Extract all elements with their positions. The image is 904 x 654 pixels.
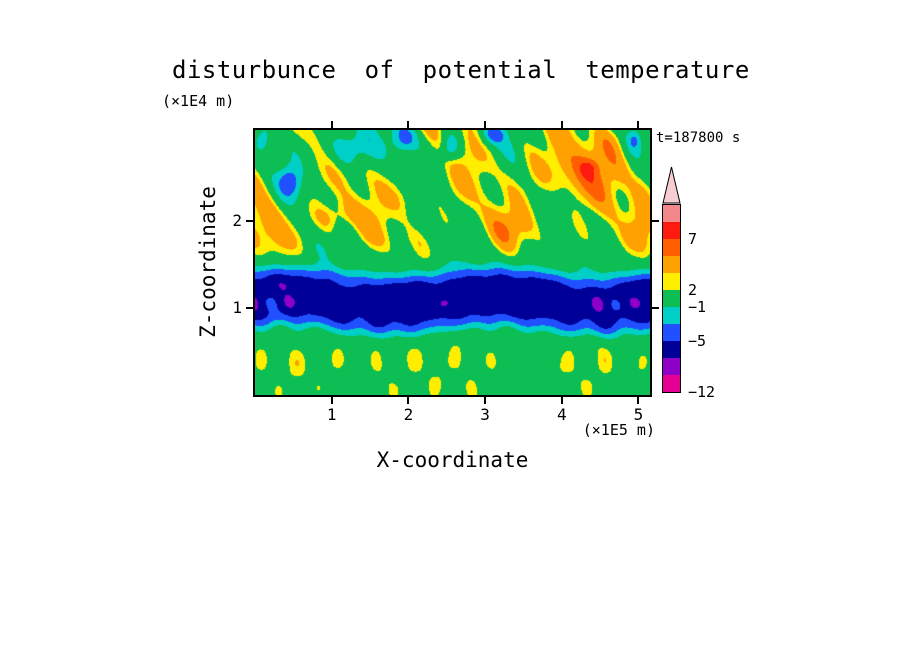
colorbar-segment-red (663, 222, 680, 239)
colorbar-tick-label: −1 (688, 298, 707, 316)
x-tick-mark (637, 397, 640, 404)
colorbar-segment-navy (663, 341, 680, 358)
z-tick-label: 2 (232, 211, 242, 231)
colorbar-segment-blue (663, 324, 680, 341)
colorbar-segment-cyan (663, 307, 680, 324)
colorbar-segment-orange (663, 256, 680, 273)
z-axis-unit-label: (×1E4 m) (162, 92, 235, 110)
z-tick-mark (246, 307, 253, 310)
colorbar-tick-label: −12 (688, 383, 716, 401)
colorbar-tick-label: −5 (688, 332, 707, 350)
x-tick-label: 3 (480, 405, 490, 424)
x-tick-label: 4 (556, 405, 567, 424)
colorbar-segment-orange-red (663, 239, 680, 256)
contour-field-canvas (255, 130, 650, 395)
x-tick-mark (330, 397, 333, 404)
x-tick-mark-top (637, 121, 640, 128)
x-tick-mark-top (560, 121, 563, 128)
x-tick-label: 2 (403, 405, 414, 424)
colorbar-segment-magenta (663, 375, 680, 392)
colorbar-segment-pink (663, 205, 680, 222)
colorbar-tick-label: 2 (688, 281, 698, 299)
x-tick-label: 1 (326, 405, 337, 424)
colorbar-segment-purple (663, 358, 680, 375)
x-tick-mark (560, 397, 563, 404)
z-tick-mark (246, 220, 253, 223)
z-tick-mark-right (652, 220, 659, 223)
x-axis-label: X-coordinate (376, 448, 529, 472)
x-tick-mark-top (407, 121, 410, 128)
colorbar (662, 204, 681, 393)
colorbar-arrow-icon (662, 166, 681, 204)
colorbar-segment-yellow (663, 273, 680, 290)
x-axis-unit-label: (×1E5 m) (582, 421, 655, 439)
x-tick-mark-top (330, 121, 333, 128)
x-tick-label: 5 (633, 405, 644, 424)
chart-title: disturbunce of potential temperature (172, 56, 750, 84)
colorbar-segment-green (663, 290, 680, 307)
colorbar-overflow-arrow (662, 166, 681, 204)
z-tick-mark-right (652, 307, 659, 310)
z-tick-label: 1 (232, 298, 242, 318)
x-tick-mark-top (484, 121, 487, 128)
time-label: t=187800 s (656, 130, 741, 146)
x-tick-mark (407, 397, 410, 404)
x-tick-mark (484, 397, 487, 404)
colorbar-tick-label: 7 (688, 230, 698, 248)
plot-frame (253, 128, 652, 397)
